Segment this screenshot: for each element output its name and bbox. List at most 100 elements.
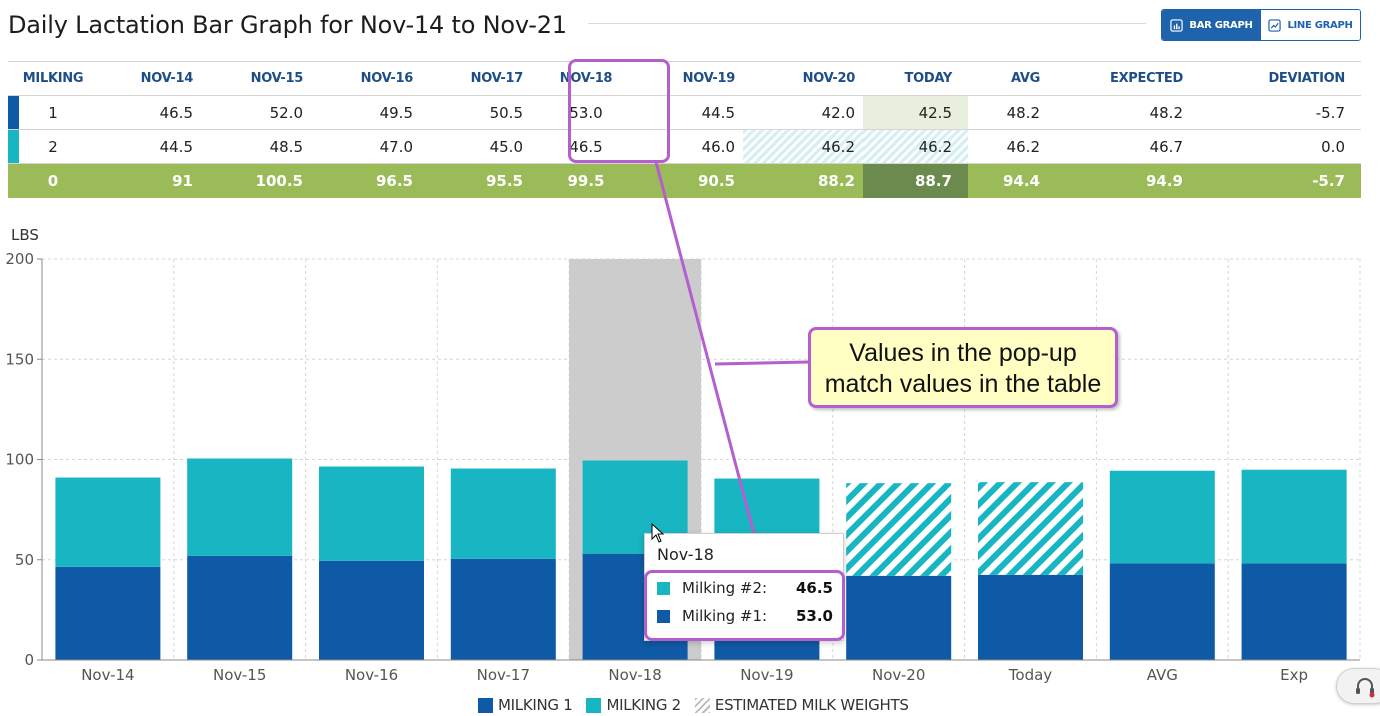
header-avg: AVG [968, 61, 1048, 96]
table-cell: 95.5 [421, 163, 531, 198]
chart-bars [55, 458, 1347, 660]
bar-chart: 0 50 100 150 200 Nov-14 Nov-15 Nov-16 Nov-17 Nov-… [5, 250, 1361, 684]
table-cell: 1 [8, 95, 98, 130]
table-cell: 2 [8, 129, 98, 164]
header-nov-14: NOV-14 [98, 61, 201, 96]
chart-legend: MILKING 1 MILKING 2 ESTIMATED MILK WEIGH… [478, 696, 909, 714]
bar-milking-1-nov-20 [846, 575, 952, 660]
legend-item-estimated[interactable]: ESTIMATED MILK WEIGHTS [694, 696, 909, 714]
table-cell-today: 42.5 [863, 95, 968, 130]
legend-item-milking-2[interactable]: MILKING 2 [586, 696, 681, 714]
legend-label: MILKING 2 [606, 696, 681, 714]
table-cell: 48.2 [1048, 95, 1191, 130]
table-cell: 42.0 [743, 95, 863, 130]
x-tick-label: Nov-17 [477, 666, 530, 684]
help-button[interactable] [1336, 668, 1380, 704]
bar-milking-1-exp [1241, 563, 1347, 660]
table-cell: 44.5 [641, 95, 743, 130]
bar-graph-button[interactable]: BAR GRAPH [1162, 10, 1261, 40]
header-nov-18: NOV-18 [531, 61, 641, 96]
table-cell: 46.5 [98, 95, 201, 130]
header-nov-20: NOV-20 [743, 61, 863, 96]
table-cell: 50.5 [421, 95, 531, 130]
table-cell: 48.5 [201, 129, 311, 164]
table-cell: 94.9 [1048, 163, 1191, 198]
table-column-highlight [568, 59, 670, 163]
table-cell: 46.5 [531, 129, 641, 164]
y-tick-label: 150 [5, 350, 34, 368]
tooltip-swatch [657, 581, 670, 595]
bar-milking-1-nov-16 [319, 560, 424, 660]
legend-label: ESTIMATED MILK WEIGHTS [714, 696, 909, 714]
table-cell: 45.0 [421, 129, 531, 164]
table-cell: 0.0 [1191, 129, 1361, 164]
tooltip-highlight [644, 570, 845, 641]
bar-milking-2-nov-20 [846, 483, 952, 576]
legend-item-milking-1[interactable]: MILKING 1 [478, 696, 573, 714]
table-cell: 100.5 [201, 163, 311, 198]
tooltip-value: 46.5 [795, 579, 833, 597]
title-divider [588, 23, 1146, 24]
line-chart-icon [1268, 18, 1282, 32]
bar-milking-2-today [978, 482, 1083, 575]
legend-swatch [478, 697, 493, 713]
table-cell: 52.0 [201, 95, 311, 130]
line-graph-label: LINE GRAPH [1287, 19, 1353, 31]
bar-milking-2-nov-14 [55, 477, 161, 567]
graph-type-toggle: BAR GRAPH LINE GRAPH [1161, 9, 1361, 41]
legend-swatch [694, 697, 710, 713]
table-cell: 88.2 [743, 163, 863, 198]
table-row-milking-2: 2 44.5 48.5 47.0 45.0 46.5 46.0 46.2 46.… [8, 129, 1361, 164]
header-nov-19: NOV-19 [641, 61, 743, 96]
header-milking: MILKING [8, 61, 98, 96]
table-cell: 48.2 [968, 95, 1048, 130]
table-cell: 44.5 [98, 129, 201, 164]
legend-swatch [586, 697, 602, 713]
tooltip-row-milking-1: Milking #1: 53.0 [657, 604, 833, 628]
bar-milking-1-today [978, 574, 1083, 660]
header-nov-16: NOV-16 [311, 61, 421, 96]
bar-milking-2-avg [1109, 470, 1215, 564]
table-cell: 49.5 [311, 95, 421, 130]
x-tick-label: Exp [1280, 666, 1308, 684]
x-tick-label: Nov-20 [872, 666, 925, 684]
table-cell-today: 88.7 [863, 163, 968, 198]
line-graph-button[interactable]: LINE GRAPH [1261, 10, 1360, 40]
table-cell-estimated: 46.2 [863, 129, 968, 164]
bar-milking-1-nov-17 [450, 558, 556, 660]
x-tick-label: Nov-15 [213, 666, 266, 684]
x-tick-label: Nov-19 [740, 666, 793, 684]
bar-milking-1-avg [1109, 563, 1215, 660]
header-today: TODAY [863, 61, 968, 96]
header-deviation: DEVIATION [1191, 61, 1361, 96]
y-tick-label: 50 [15, 551, 34, 569]
bar-milking-1-nov-15 [187, 555, 293, 660]
x-tick-label: Nov-14 [81, 666, 134, 684]
chart-axes: 0 50 100 150 200 Nov-14 Nov-15 Nov-16 Nov-17 Nov-… [5, 250, 1360, 684]
x-tick-label: Nov-16 [345, 666, 398, 684]
y-tick-label: 200 [5, 250, 34, 268]
page-title: Daily Lactation Bar Graph for Nov-14 to … [8, 11, 567, 39]
table-row-total: 0 91 100.5 96.5 95.5 99.5 90.5 88.2 88.7… [8, 163, 1361, 198]
mouse-cursor-icon [651, 523, 665, 543]
legend-label: MILKING 1 [498, 696, 573, 714]
headset-icon [1356, 678, 1375, 698]
tooltip-swatch [657, 609, 670, 623]
y-axis-label: LBS [11, 226, 39, 244]
callout-line-1: Values in the pop-up [849, 339, 1077, 367]
table-row-milking-1: 1 46.5 52.0 49.5 50.5 53.0 44.5 42.0 42.… [8, 95, 1361, 130]
table-cell: -5.7 [1191, 163, 1361, 198]
lactation-table: MILKING NOV-14 NOV-15 NOV-16 NOV-17 NOV-… [8, 61, 1361, 198]
table-cell: 99.5 [531, 163, 641, 198]
bar-milking-2-exp [1241, 469, 1347, 564]
tooltip-label: Milking #1: [682, 607, 768, 625]
bar-milking-2-nov-15 [187, 458, 293, 556]
bar-milking-1-nov-14 [55, 566, 161, 660]
table-cell: 47.0 [311, 129, 421, 164]
tooltip-row-milking-2: Milking #2: 46.5 [657, 576, 833, 600]
y-tick-label: 100 [5, 451, 34, 469]
table-cell: 46.7 [1048, 129, 1191, 164]
table-cell-estimated: 46.2 [743, 129, 863, 164]
table-cell: 46.0 [641, 129, 743, 164]
tooltip-value: 53.0 [795, 607, 833, 625]
